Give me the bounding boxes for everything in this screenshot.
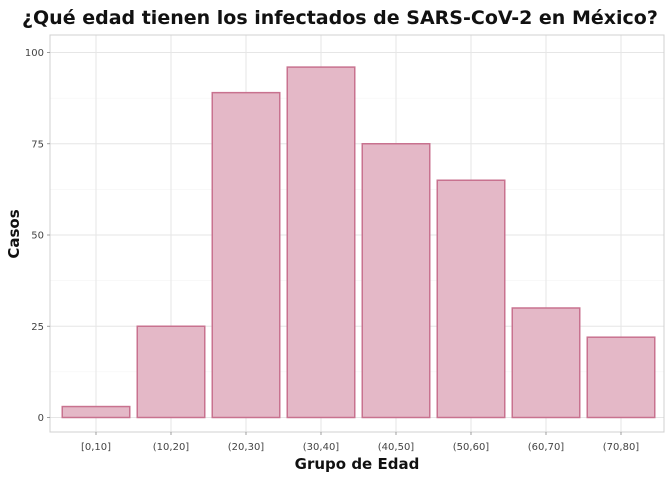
plot-panel xyxy=(49,34,665,433)
x-tick-label: (60,70] xyxy=(528,442,565,453)
x-tick-label: (40,50] xyxy=(378,442,415,453)
bar-4 xyxy=(361,143,431,419)
y-tick-label: 100 xyxy=(25,48,44,59)
bar-2 xyxy=(211,91,281,419)
x-axis-title: Grupo de Edad xyxy=(295,455,420,473)
y-tick-label: 50 xyxy=(31,231,44,242)
bars xyxy=(61,66,656,419)
bar-3 xyxy=(286,66,356,419)
x-tick-label: (30,40] xyxy=(303,442,340,453)
x-tick-label: [0,10] xyxy=(81,442,111,453)
x-tick-label: (20,30] xyxy=(228,442,265,453)
x-tick-label: (70,80] xyxy=(603,442,640,453)
y-tick-label: 75 xyxy=(31,139,44,150)
y-axis-title: Casos xyxy=(5,209,23,258)
y-axis-ticks: 0 25 50 75 100 xyxy=(25,48,50,424)
bar-6 xyxy=(511,307,581,419)
bar-0 xyxy=(61,405,131,419)
bar-5 xyxy=(436,179,506,419)
y-tick-label: 0 xyxy=(38,413,44,424)
bar-7 xyxy=(586,336,656,419)
bar-1 xyxy=(136,325,206,419)
x-tick-label: (50,60] xyxy=(453,442,490,453)
chart-title: ¿Qué edad tienen los infectados de SARS-… xyxy=(22,7,658,29)
y-tick-label: 25 xyxy=(31,322,44,333)
x-axis-ticks: [0,10] (10,20] (20,30] (30,40] (40,50] (50,60… xyxy=(81,432,639,453)
x-tick-label: (10,20] xyxy=(153,442,190,453)
